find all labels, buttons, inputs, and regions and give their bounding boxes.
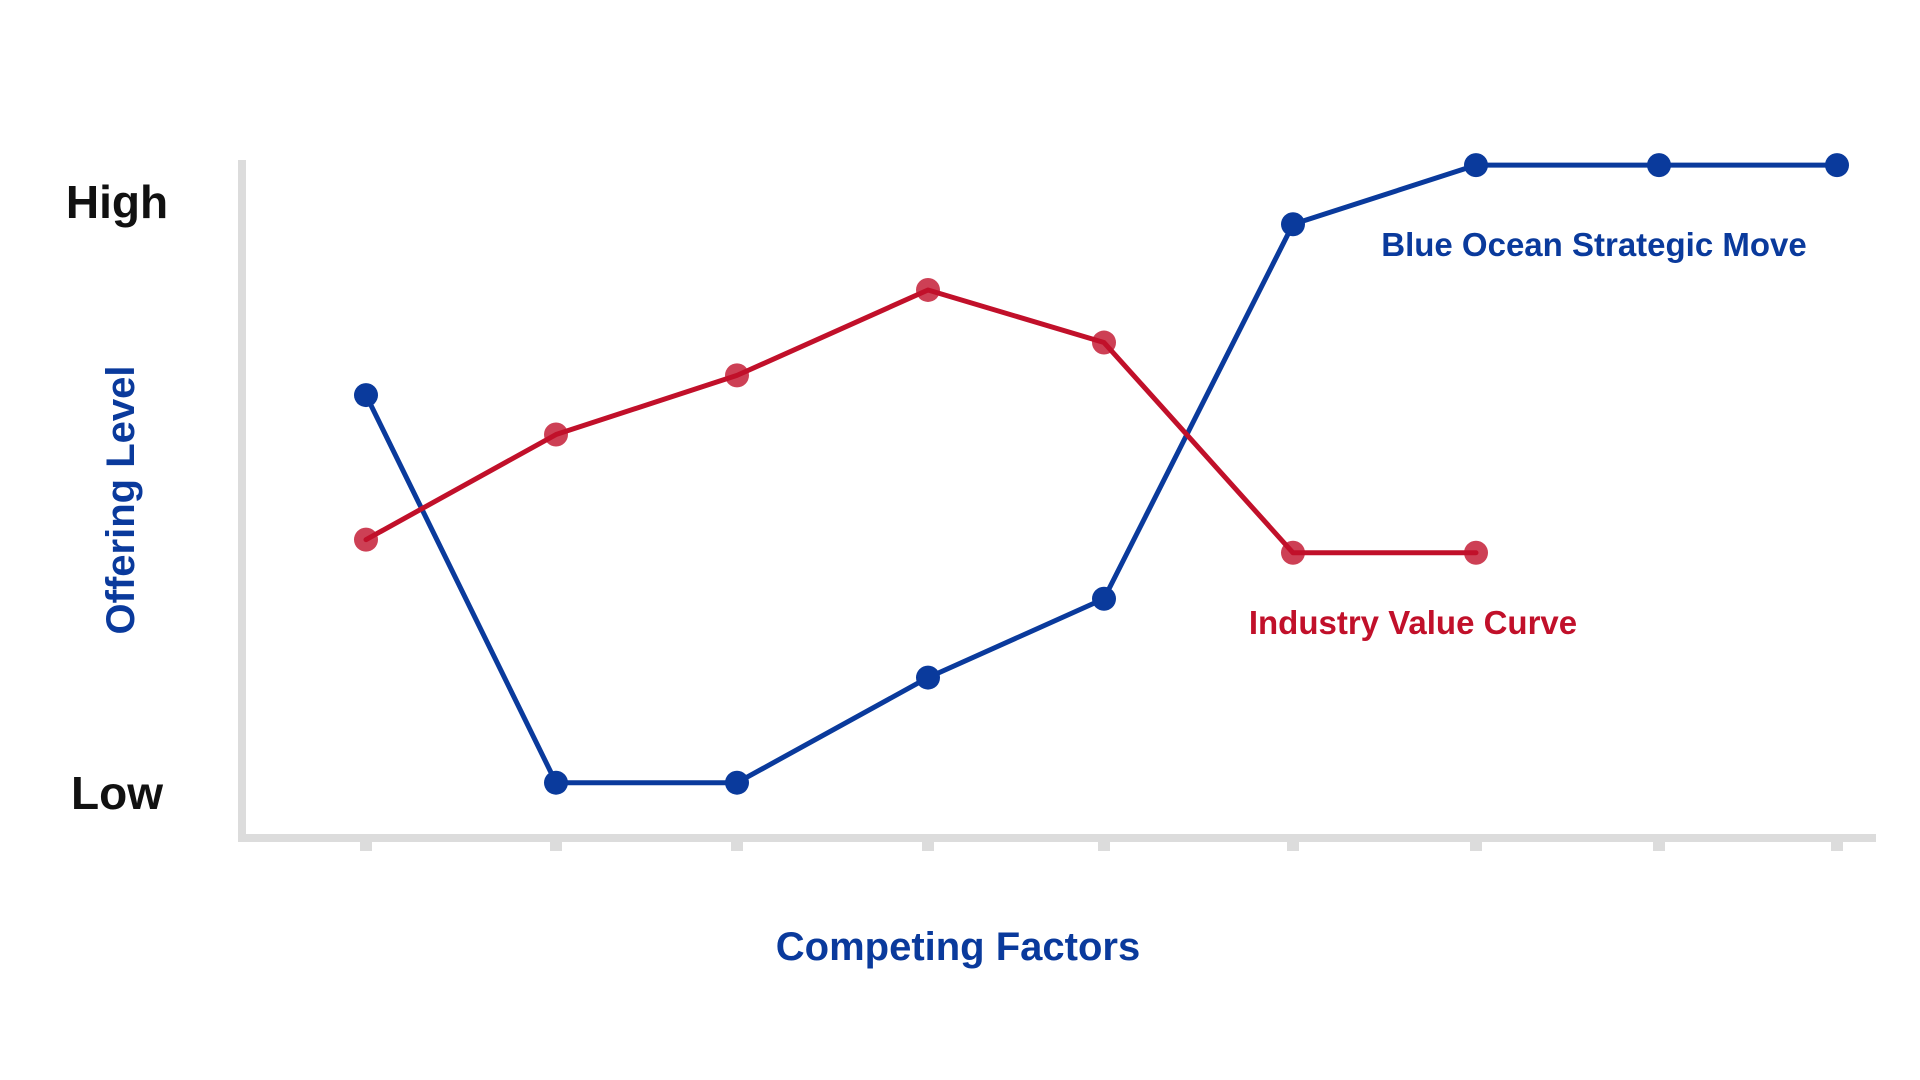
series-label-industry: Industry Value Curve (1249, 604, 1577, 641)
data-point-industry-1 (354, 527, 378, 552)
data-point-industry-3 (725, 363, 749, 388)
data-point-industry-7 (1464, 540, 1488, 565)
data-point-blue-ocean-3 (725, 770, 749, 795)
data-point-blue-ocean-1 (354, 383, 378, 408)
data-point-industry-6 (1281, 540, 1305, 565)
y-tick-label-low: Low (71, 767, 163, 819)
data-point-blue-ocean-2 (544, 770, 568, 795)
data-point-industry-4 (916, 277, 940, 302)
data-point-blue-ocean-4 (916, 665, 940, 690)
data-point-industry-5 (1092, 330, 1116, 355)
data-point-blue-ocean-8 (1647, 153, 1671, 178)
data-point-blue-ocean-5 (1092, 586, 1116, 611)
y-tick-label-high: High (66, 176, 168, 228)
data-point-blue-ocean-6 (1281, 212, 1305, 237)
axes (238, 160, 1876, 842)
series (354, 153, 1849, 795)
x-ticks (360, 838, 1843, 851)
series-label-blue-ocean: Blue Ocean Strategic Move (1381, 226, 1806, 263)
series-industry (354, 277, 1488, 565)
x-axis-title: Competing Factors (776, 925, 1140, 969)
data-point-blue-ocean-7 (1464, 153, 1488, 178)
y-axis-title: Offering Level (99, 366, 143, 635)
data-point-blue-ocean-9 (1825, 153, 1849, 178)
series-line-industry (363, 287, 1479, 556)
data-point-industry-2 (544, 422, 568, 447)
series-blue-ocean (354, 153, 1849, 795)
